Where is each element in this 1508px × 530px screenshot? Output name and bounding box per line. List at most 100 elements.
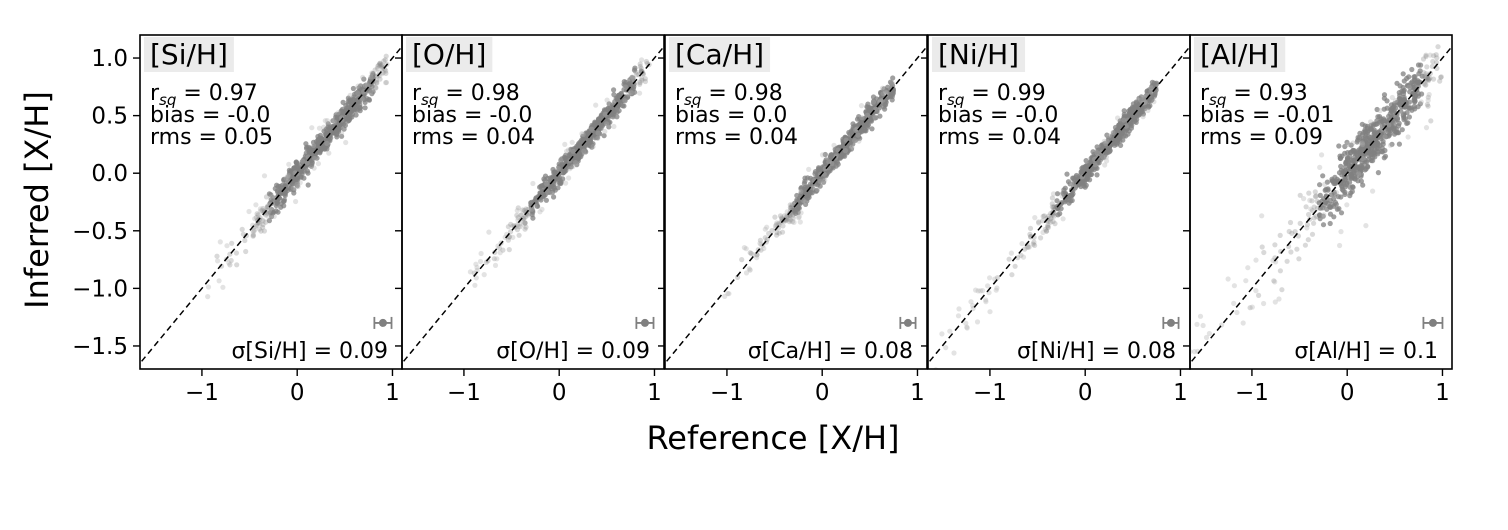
scatter-point <box>515 223 522 230</box>
scatter-point <box>748 251 754 257</box>
scatter-point <box>1411 84 1417 90</box>
scatter-point <box>1302 242 1308 248</box>
scatter-point <box>491 256 497 262</box>
scatter-point <box>754 252 760 258</box>
scatter-point <box>1433 52 1439 58</box>
scatter-point <box>1354 165 1360 171</box>
scatter-point <box>523 209 529 215</box>
scatter-point <box>630 75 636 81</box>
scatter-point <box>1423 82 1429 88</box>
scatter-point <box>1359 159 1365 165</box>
x-tick-label: −1 <box>185 380 219 406</box>
scatter-point <box>1438 74 1444 80</box>
sigma-label: σ[Si/H] = 0.09 <box>231 339 388 364</box>
scatter-point <box>761 245 767 252</box>
scatter-point <box>1430 58 1436 65</box>
scatter-point <box>1045 213 1052 219</box>
scatter-point <box>291 190 297 196</box>
one-to-one-line <box>1190 45 1452 365</box>
scatter-point <box>591 124 597 130</box>
stat-rms: rms = 0.05 <box>150 125 273 150</box>
x-tick-label: −1 <box>1235 380 1269 406</box>
scatter-point <box>1135 104 1141 111</box>
scatter-point <box>545 175 551 181</box>
scatter-point <box>1240 320 1246 326</box>
scatter-point <box>831 142 837 148</box>
scatter-point <box>769 228 775 234</box>
scatter-point <box>1100 154 1106 160</box>
scatter-point <box>1388 127 1394 133</box>
scatter-point <box>287 174 293 180</box>
scatter-point <box>1140 114 1146 120</box>
scatter-point <box>630 75 636 81</box>
scatter-point <box>1144 91 1150 97</box>
scatter-point <box>1054 191 1061 197</box>
scatter-point <box>1065 179 1072 185</box>
scatter-point <box>1333 190 1340 196</box>
scatter-point <box>1386 122 1392 128</box>
scatter-point <box>364 82 370 88</box>
scatter-point <box>1048 216 1054 222</box>
scatter-point <box>523 211 530 217</box>
scatter-point <box>1123 123 1129 129</box>
scatter-point <box>883 99 889 105</box>
scatter-point <box>549 189 556 195</box>
scatter-point <box>1305 237 1311 243</box>
scatter-point <box>1045 222 1051 228</box>
scatter-point <box>250 228 256 234</box>
scatter-point <box>1360 145 1366 151</box>
x-tick-label: −1 <box>973 380 1007 406</box>
scatter-point <box>1054 198 1060 204</box>
scatter-point <box>1418 99 1424 105</box>
scatter-point <box>288 185 294 191</box>
scatter-point <box>522 220 528 226</box>
errorbar-point <box>903 318 912 327</box>
scatter-point <box>522 220 528 226</box>
scatter-point <box>473 261 479 267</box>
scatter-point <box>562 141 568 147</box>
scatter-point <box>601 133 607 139</box>
scatter-point <box>310 142 317 149</box>
scatter-point <box>215 258 221 264</box>
scatter-point <box>575 156 582 162</box>
scatter-point <box>467 269 473 275</box>
scatter-point <box>1381 92 1388 98</box>
scatter-point <box>521 208 528 214</box>
scatter-point <box>856 138 862 144</box>
scatter-point <box>1030 241 1036 247</box>
scatter-point <box>1424 64 1430 70</box>
sigma-label: σ[Ni/H] = 0.08 <box>1017 339 1176 364</box>
stat-rms: rms = 0.04 <box>412 125 535 150</box>
x-tick-label: 1 <box>910 380 925 406</box>
scatter-point <box>1425 76 1432 82</box>
scatter-point <box>1245 265 1251 271</box>
scatter-point <box>1045 224 1051 230</box>
scatter-point <box>870 94 877 100</box>
scatter-point <box>380 70 386 76</box>
scatter-point <box>779 229 786 235</box>
scatter-point <box>1128 125 1134 131</box>
x-tick-label: 0 <box>290 380 305 406</box>
scatter-point <box>264 204 270 210</box>
scatter-point <box>1284 258 1290 264</box>
scatter-point <box>506 247 512 253</box>
y-axis-title: Inferred [X/H] <box>18 91 56 309</box>
panel-frame <box>401 34 665 370</box>
scatter-point <box>335 110 341 116</box>
scatter-point <box>602 111 608 118</box>
scatter-point <box>842 148 849 154</box>
scatter-point <box>551 194 557 200</box>
scatter-point <box>1380 138 1386 145</box>
scatter-point <box>983 297 989 303</box>
scatter-point <box>494 256 500 262</box>
scatter-point <box>1339 183 1345 189</box>
scatter-point <box>611 108 617 114</box>
scatter-point <box>601 107 608 113</box>
scatter-point <box>782 213 788 219</box>
scatter-point <box>1434 55 1440 61</box>
scatter-point <box>514 212 520 218</box>
scatter-point <box>268 194 274 200</box>
scatter-point <box>864 123 870 129</box>
scatter-point <box>281 176 287 182</box>
panel-title: [Si/H] <box>150 38 228 71</box>
